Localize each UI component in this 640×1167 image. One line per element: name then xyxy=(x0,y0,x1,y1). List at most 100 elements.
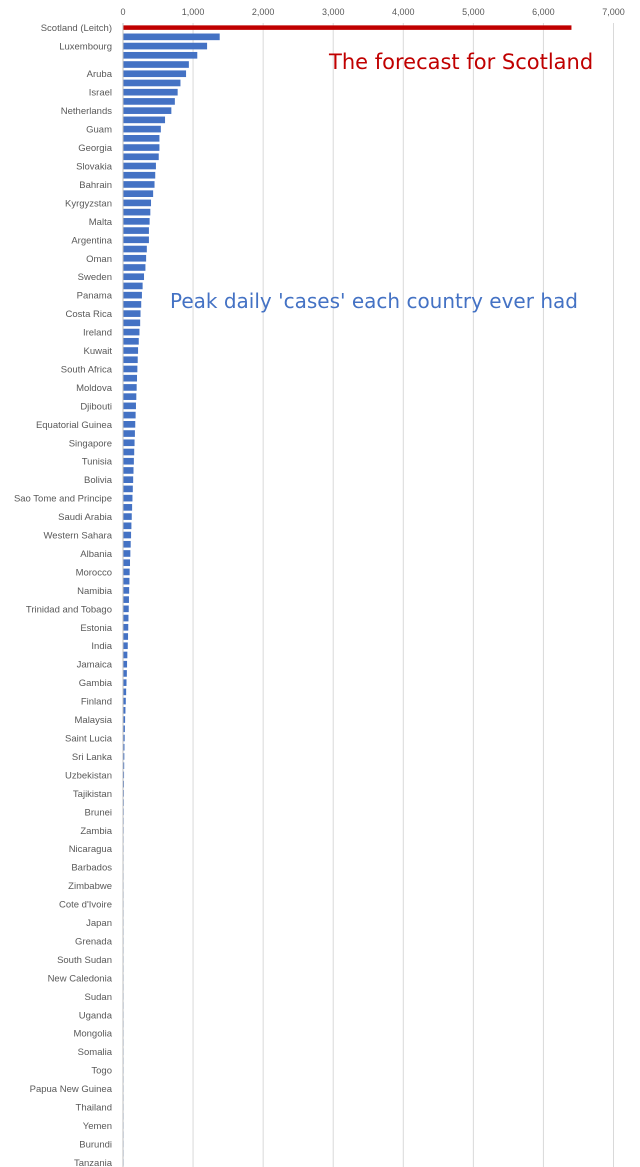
bar xyxy=(123,734,125,742)
category-label: Jamaica xyxy=(77,660,113,671)
bar xyxy=(123,587,130,594)
category-label: Togo xyxy=(91,1066,112,1077)
category-label: Tajikistan xyxy=(73,789,112,800)
bar xyxy=(123,116,166,124)
bar xyxy=(123,199,152,207)
bar xyxy=(123,98,175,105)
category-label: Djibouti xyxy=(80,401,112,412)
x-axis-tick-labels: 0 1,000 2,000 3,000 4,000 5,000 6,000 7,000 xyxy=(120,7,624,17)
category-label: Zambia xyxy=(80,826,112,837)
bar xyxy=(123,504,133,511)
bar xyxy=(123,162,156,170)
category-label: Equatorial Guinea xyxy=(36,420,113,431)
bar xyxy=(123,531,132,539)
bar xyxy=(123,273,145,281)
bar xyxy=(123,540,131,548)
bar xyxy=(123,485,133,493)
category-label: Somalia xyxy=(78,1047,113,1058)
category-label: Sri Lanka xyxy=(72,752,113,763)
bar xyxy=(123,135,160,142)
category-label: Burundi xyxy=(79,1139,112,1150)
bar xyxy=(123,716,126,723)
bar xyxy=(123,347,139,354)
bar xyxy=(123,190,154,197)
category-label: Tanzania xyxy=(74,1158,113,1167)
category-label: Scotland (Leitch) xyxy=(41,23,112,34)
bar xyxy=(123,623,129,631)
category-label: South Africa xyxy=(61,364,113,375)
bar xyxy=(123,522,132,530)
category-label: Malaysia xyxy=(75,715,113,726)
bar xyxy=(123,365,138,373)
bar xyxy=(123,633,129,640)
category-label: Mongolia xyxy=(73,1029,112,1040)
category-label: Estonia xyxy=(80,623,112,634)
category-label: Saint Lucia xyxy=(65,734,113,745)
bar xyxy=(123,236,149,244)
bar xyxy=(123,208,151,216)
bar xyxy=(123,688,127,696)
bar xyxy=(123,384,137,391)
bar xyxy=(123,550,131,557)
category-label: Guam xyxy=(86,125,112,136)
bar xyxy=(123,494,133,502)
category-label: Sweden xyxy=(78,272,112,283)
category-label: Uzbekistan xyxy=(65,770,112,781)
category-label: India xyxy=(91,641,112,652)
category-label: Sao Tome and Principe xyxy=(14,494,112,505)
bar xyxy=(123,356,138,364)
bar xyxy=(123,301,142,308)
bar xyxy=(123,374,138,382)
category-label: Papua New Guinea xyxy=(30,1084,113,1095)
bar xyxy=(123,411,136,419)
bar-highlight xyxy=(123,25,572,30)
y-axis-category-labels: Scotland (Leitch) Luxembourg Aruba Israel Ne… xyxy=(14,23,113,1167)
bar xyxy=(123,282,143,290)
category-label: Georgia xyxy=(78,143,113,154)
category-label: Argentina xyxy=(71,235,112,246)
bar xyxy=(123,33,220,41)
bar xyxy=(123,614,129,622)
forecast-annotation: The forecast for Scotland xyxy=(329,50,594,74)
category-label: Uganda xyxy=(79,1010,113,1021)
category-label: Saudi Arabia xyxy=(58,512,113,523)
category-label: Yemen xyxy=(83,1121,112,1132)
bar xyxy=(123,642,128,650)
category-label: Netherlands xyxy=(61,106,112,117)
x-tick-label: 6,000 xyxy=(532,7,555,17)
category-label: Gambia xyxy=(79,678,113,689)
bar xyxy=(123,402,136,410)
category-label: Costa Rica xyxy=(66,309,113,320)
bar xyxy=(123,291,142,299)
bar xyxy=(123,264,146,271)
bar xyxy=(123,70,187,78)
bar xyxy=(123,577,130,585)
category-label: Aruba xyxy=(87,69,113,80)
bar xyxy=(123,605,129,613)
category-label: Singapore xyxy=(69,438,112,449)
bar xyxy=(123,651,128,659)
x-tick-label: 3,000 xyxy=(322,7,345,17)
category-label: Barbados xyxy=(71,863,112,874)
bar xyxy=(123,79,181,87)
bar xyxy=(123,513,132,520)
category-label: Grenada xyxy=(75,936,113,947)
bar xyxy=(123,476,134,483)
bar xyxy=(123,467,134,474)
x-tick-label: 2,000 xyxy=(252,7,275,17)
bar xyxy=(123,218,150,225)
category-label: Namibia xyxy=(77,586,113,597)
category-label: Israel xyxy=(89,88,112,99)
bar xyxy=(123,670,127,677)
bar xyxy=(123,439,135,447)
bar xyxy=(123,679,127,686)
bar xyxy=(123,227,149,234)
category-label: Luxembourg xyxy=(59,42,112,53)
peak-annotation: Peak daily 'cases' each country ever had xyxy=(170,289,578,313)
bar xyxy=(123,107,172,114)
category-label: Morocco xyxy=(76,567,112,578)
bar xyxy=(123,254,147,262)
x-tick-label: 7,000 xyxy=(602,7,625,17)
category-label: Bahrain xyxy=(79,180,112,191)
x-tick-label: 5,000 xyxy=(462,7,485,17)
